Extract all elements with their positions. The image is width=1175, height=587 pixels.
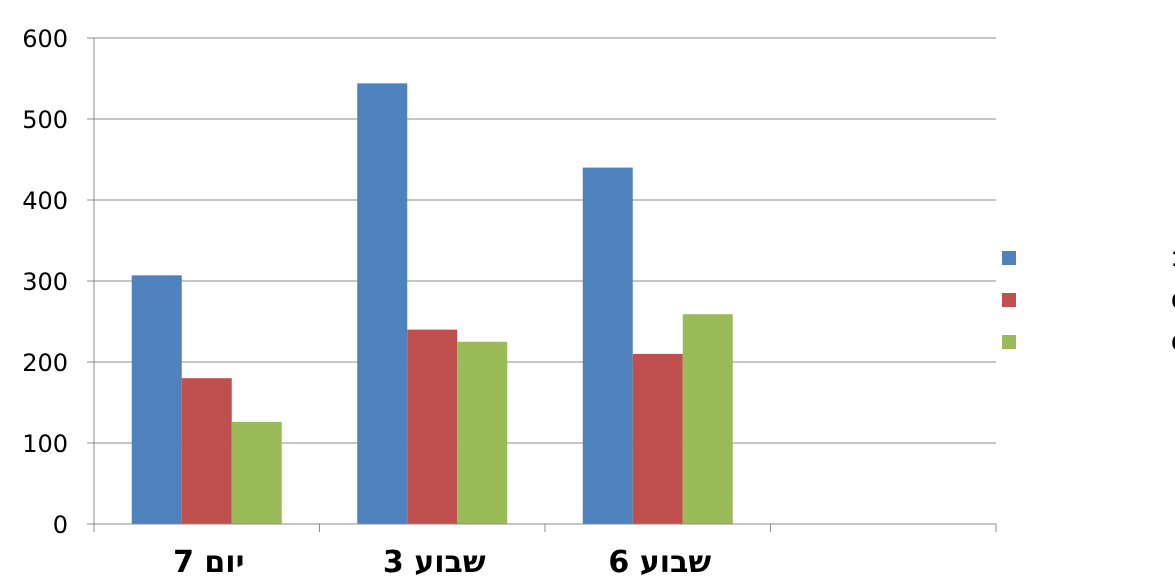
- y-tick-label: 100: [22, 430, 68, 458]
- bar: [181, 378, 232, 524]
- bar: [457, 341, 508, 524]
- bar: [231, 421, 282, 524]
- x-tick-label: שבוע 6: [608, 545, 711, 580]
- bar: [632, 353, 683, 524]
- bar: [582, 167, 633, 524]
- y-tick-label: 0: [53, 511, 68, 539]
- y-tick-label: 200: [22, 349, 68, 377]
- legend-label: שעה 1: [1171, 247, 1175, 271]
- legend-label: אחרי שעה 6: [1171, 331, 1175, 355]
- y-tick-label: 300: [22, 268, 68, 296]
- bar: [357, 83, 408, 525]
- legend-label: בין שעה 6-1: [1171, 289, 1175, 313]
- y-tick-label: 600: [22, 25, 68, 53]
- legend-swatch: [1002, 293, 1016, 307]
- bar: [682, 314, 733, 524]
- x-tick-labels: יום 7 שבוע 3 שבוע 6: [173, 545, 711, 580]
- y-tick-label: 400: [22, 187, 68, 215]
- legend-swatch: [1002, 335, 1016, 349]
- x-tick-label: שבוע 3: [383, 545, 486, 580]
- axes: [87, 37, 997, 532]
- bar: [131, 275, 182, 524]
- bars: [131, 83, 733, 525]
- x-tick-label: יום 7: [173, 545, 244, 580]
- legend-swatch: [1002, 251, 1016, 265]
- bar: [407, 329, 458, 524]
- legend: שעה 1 בין שעה 6-1 אחרי שעה 6: [1002, 247, 1175, 355]
- y-tick-label: 500: [22, 106, 68, 134]
- y-tick-labels: 0 100 200 300 400 500 600: [22, 25, 68, 539]
